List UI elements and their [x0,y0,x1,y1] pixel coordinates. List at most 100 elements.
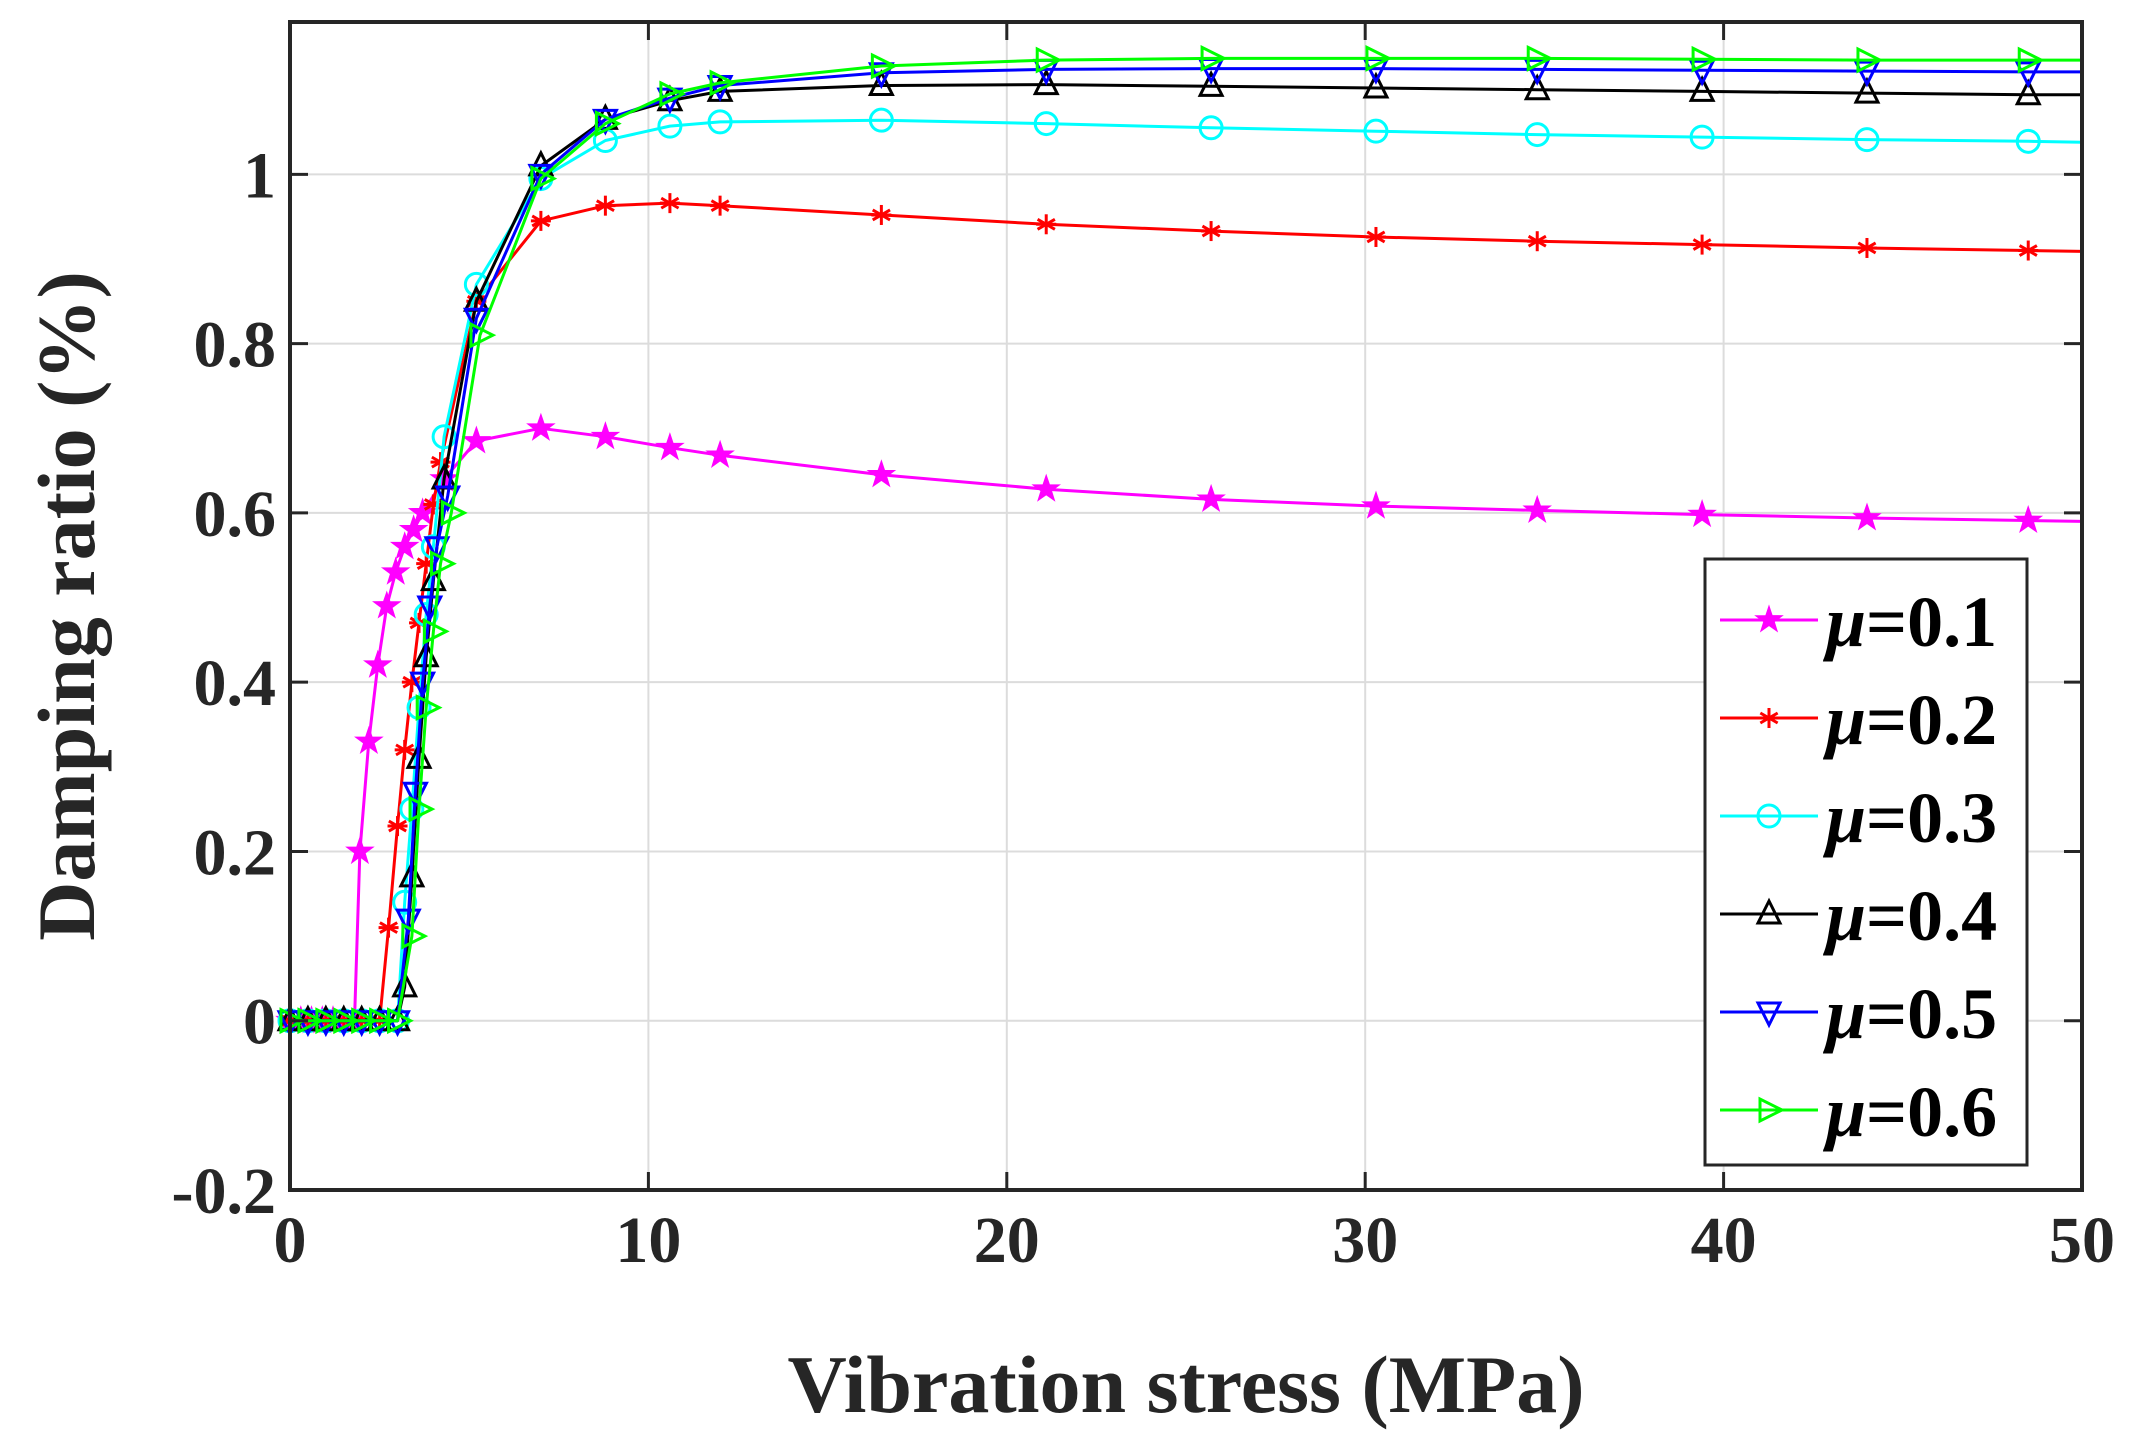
data-point [387,1007,414,1035]
data-point [659,193,680,214]
series-6 [279,44,2082,1035]
data-point [594,110,622,137]
x-tick-label: 40 [1691,1204,1757,1277]
data-point [1853,60,1881,88]
legend: μ=0.1μ=0.2μ=0.3μ=0.4μ=0.5μ=0.6 [1703,557,2029,1167]
data-point [656,87,684,115]
data-point [294,1010,322,1038]
data-point [1853,76,1881,104]
y-tick-label: 1 [243,139,276,212]
data-point [422,617,450,645]
data-point [415,694,443,721]
data-point [398,860,426,888]
series-line [290,56,2082,1023]
legend-entry: μ=0.6 [1720,1072,1997,1152]
data-point [348,1004,376,1032]
data-point [1687,499,1717,528]
data-point [871,204,892,225]
data-point [710,195,731,216]
x-tick-label: 30 [1332,1204,1398,1277]
data-point [1689,124,1715,150]
y-tick-label: 0.4 [194,647,277,720]
data-point [1755,897,1783,925]
data-point [1198,115,1224,141]
data-point [1754,604,1784,633]
data-point [1036,214,1057,235]
data-point [1526,44,1554,72]
legend-label: μ=0.5 [1822,974,1997,1054]
data-point [2014,78,2042,106]
data-point [1691,45,1719,73]
data-point [1035,46,1063,74]
data-point [461,425,492,454]
series-layer [275,44,2083,1038]
plot-frame [288,20,2084,1192]
data-point [1692,234,1713,255]
data-point [351,1007,379,1035]
legend-label: μ=0.2 [1822,680,1997,760]
data-point [2018,240,2039,261]
data-point [315,1007,343,1035]
data-point [707,109,733,135]
legend-label-value: =0.1 [1866,582,1997,662]
data-point [1758,1096,1786,1124]
data-point [389,531,420,560]
data-point [1363,118,1389,144]
legend-label-mu: μ [1822,582,1866,662]
data-point [709,69,737,97]
data-point [1031,473,1061,502]
legend-label-value: =0.2 [1866,680,1997,760]
data-point [312,1010,340,1038]
x-tick-label: 0 [274,1204,307,1277]
data-point [1200,44,1228,72]
data-point [1362,71,1390,99]
data-point [1365,44,1393,72]
data-point [408,795,436,823]
data-point [530,210,551,231]
x-axis-label: Vibration stress (MPa) [787,1339,1584,1430]
y-tick-label: 0.2 [194,816,277,889]
legend-label-mu: μ [1822,974,1866,1054]
data-point [330,1004,358,1032]
data-point [1688,59,1716,87]
legend-label-value: =0.4 [1866,876,1997,956]
data-point [354,725,384,754]
data-point [1755,1001,1783,1029]
data-point [867,69,895,96]
data-point [1756,803,1782,829]
legend-label-mu: μ [1822,876,1866,956]
legend-entry: μ=0.5 [1720,974,1997,1054]
data-point [530,165,558,193]
data-point [384,1004,411,1032]
data-point [1033,111,1059,137]
data-point [2014,61,2042,89]
y-tick-label: 0 [243,986,276,1059]
data-point [1522,494,1552,523]
data-point [462,307,490,335]
legend-label: μ=0.1 [1822,582,1997,662]
legend-label-mu: μ [1822,1072,1866,1152]
data-point [366,1010,394,1038]
data-point [1524,122,1550,148]
data-point [348,1010,376,1038]
data-point [345,835,375,865]
legend-label: μ=0.6 [1822,1072,1997,1152]
legend-label-mu: μ [1822,778,1866,858]
data-point [394,739,415,760]
data-point [294,1004,322,1032]
data-point [333,1007,361,1035]
data-point [659,80,687,108]
data-point [312,1004,340,1032]
data-point [398,514,429,543]
data-point [430,550,457,578]
data-point [590,421,621,450]
data-point [440,499,468,527]
legend-label-value: =0.3 [1866,778,1997,858]
data-point [405,741,433,769]
data-point [2013,504,2044,534]
data-point [2015,128,2041,154]
legend-entry: μ=0.3 [1720,778,1997,858]
data-point [595,195,616,216]
y-tick-label: 0.6 [194,478,277,551]
